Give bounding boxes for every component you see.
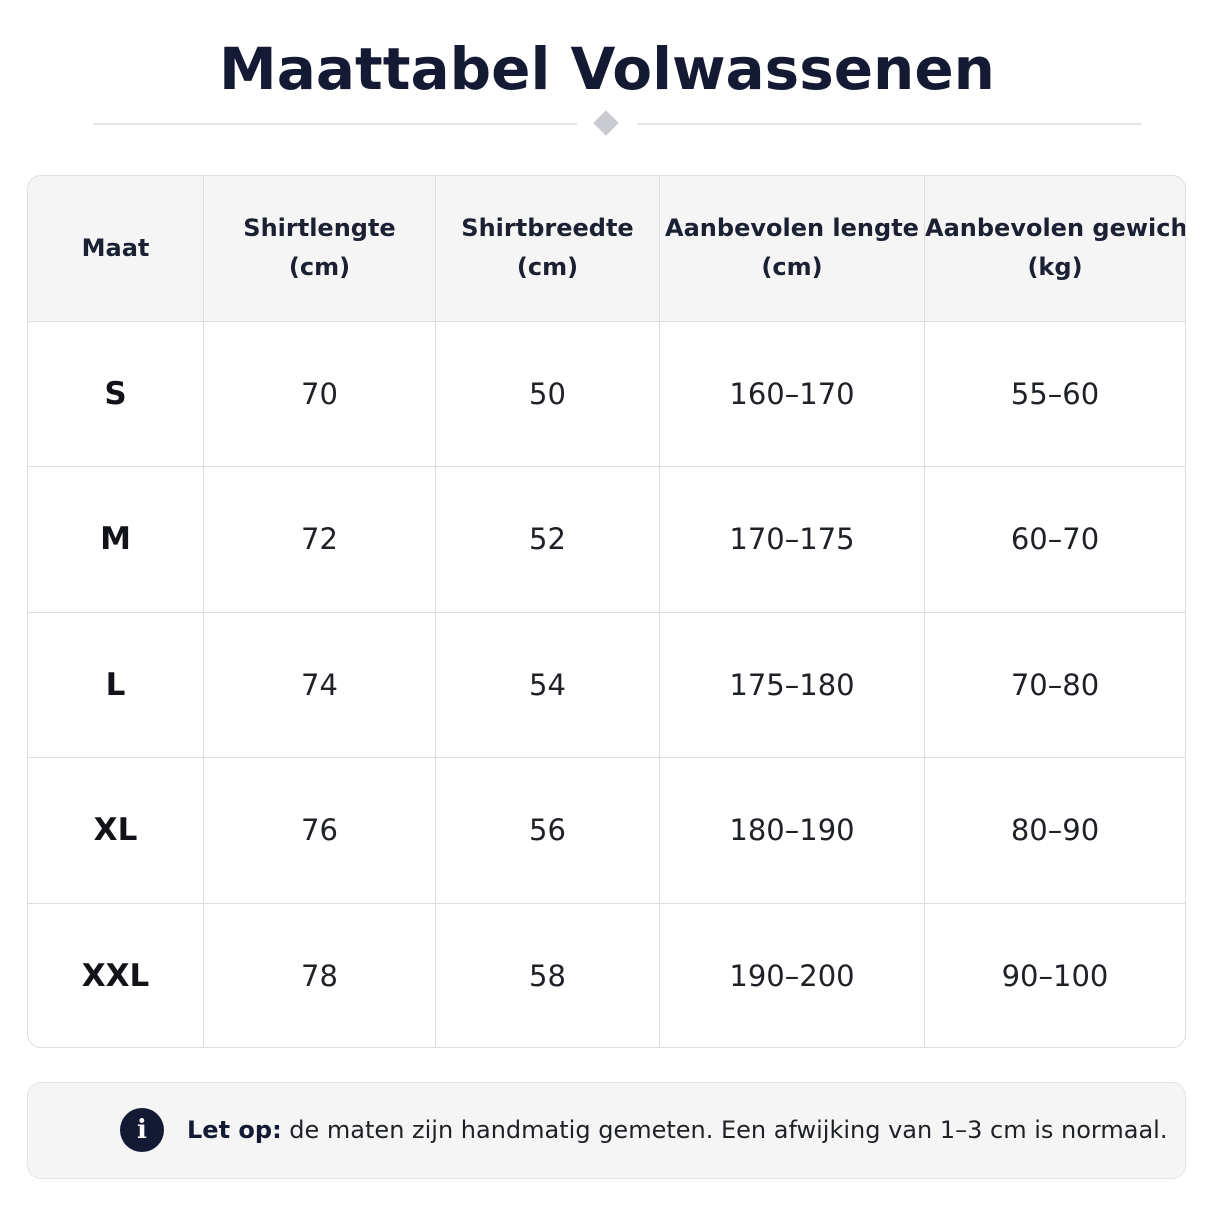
recommended-weight-cell: 70–80 [924, 611, 1185, 758]
diamond-ornament-icon [593, 110, 619, 136]
divider-right [637, 123, 1142, 125]
shirt-length-cell: 74 [203, 611, 436, 758]
note-label: Let op: [187, 1116, 282, 1144]
shirt-width-cell: 54 [435, 611, 660, 758]
recommended-weight-cell: 60–70 [924, 466, 1185, 613]
header-label: Shirtbreedte [461, 214, 634, 243]
header-label: Shirtlengte [243, 214, 396, 243]
size-table: Maat Shirtlengte (cm) Shirtbreedte (cm) … [28, 176, 1186, 1047]
header-unit: (cm) [516, 253, 579, 282]
divider-left [93, 123, 577, 125]
shirt-width-cell: 58 [435, 902, 660, 1047]
header-shirtbreedte: Shirtbreedte (cm) [435, 176, 660, 322]
size-cell: XL [28, 757, 204, 904]
header-shirtlengte: Shirtlengte (cm) [203, 176, 436, 322]
recommended-height-cell: 190–200 [659, 902, 925, 1047]
measurement-note: i Let op: de maten zijn handmatig gemete… [27, 1082, 1186, 1179]
header-maat: Maat [28, 176, 204, 322]
header-unit: (cm) [761, 253, 823, 282]
size-cell: XXL [28, 902, 204, 1047]
header-aanbevolen-gewicht: Aanbevolen gewicht (kg) [924, 176, 1186, 322]
recommended-weight-cell: 90–100 [924, 902, 1185, 1047]
table-row: M 72 52 170–175 60–70 [28, 466, 1185, 613]
recommended-weight-cell: 80–90 [924, 757, 1185, 904]
header-label: Aanbevolen lengte [665, 214, 919, 243]
shirt-width-cell: 52 [435, 466, 660, 613]
table-row: S 70 50 160–170 55–60 [28, 320, 1185, 467]
table-row: XXL 78 58 190–200 90–100 [28, 902, 1185, 1047]
shirt-length-cell: 76 [203, 757, 436, 904]
page-title: Maattabel Volwassenen [219, 35, 995, 103]
header-label: Maat [81, 233, 150, 262]
recommended-height-cell: 175–180 [659, 611, 925, 758]
size-cell: M [28, 466, 204, 613]
header-unit: (cm) [288, 253, 351, 282]
recommended-height-cell: 160–170 [659, 320, 925, 467]
recommended-weight-cell: 55–60 [924, 320, 1185, 467]
size-table-container: Maat Shirtlengte (cm) Shirtbreedte (cm) … [27, 175, 1186, 1048]
shirt-length-cell: 78 [203, 902, 436, 1047]
size-cell: L [28, 611, 204, 758]
table-row: L 74 54 175–180 70–80 [28, 611, 1185, 758]
info-icon: i [120, 1108, 164, 1152]
table-header-row: Maat Shirtlengte (cm) Shirtbreedte (cm) … [28, 176, 1186, 322]
shirt-length-cell: 72 [203, 466, 436, 613]
table-row: XL 76 56 180–190 80–90 [28, 757, 1185, 904]
shirt-length-cell: 70 [203, 320, 436, 467]
shirt-width-cell: 50 [435, 320, 660, 467]
size-cell: S [28, 320, 204, 467]
header-label: Aanbevolen gewicht [925, 214, 1186, 243]
note-body: de maten zijn handmatig gemeten. Een afw… [281, 1116, 1168, 1144]
shirt-width-cell: 56 [435, 757, 660, 904]
header-aanbevolen-lengte: Aanbevolen lengte (cm) [659, 176, 925, 322]
recommended-height-cell: 170–175 [659, 466, 925, 613]
recommended-height-cell: 180–190 [659, 757, 925, 904]
note-text: Let op: de maten zijn handmatig gemeten.… [187, 1111, 1167, 1149]
header-unit: (kg) [1027, 253, 1083, 282]
